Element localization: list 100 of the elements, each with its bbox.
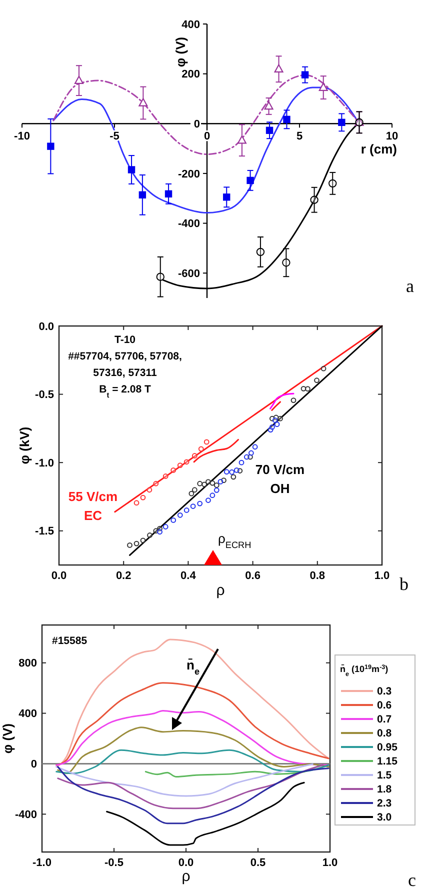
y-tick-label: -0.5 (35, 389, 54, 402)
x-tick-label: 0.5 (250, 857, 266, 869)
point (162, 524, 168, 530)
point (153, 480, 159, 486)
point (192, 487, 198, 493)
point (190, 504, 196, 509)
y-tick-label: -1.0 (35, 457, 54, 470)
point (234, 468, 240, 473)
point (310, 196, 318, 204)
legend-label: 2.3 (377, 798, 392, 810)
point (146, 487, 152, 493)
legend-label: 0.6 (377, 700, 392, 712)
legend-label: 0.8 (377, 728, 392, 740)
legend-label: 1.15 (377, 756, 398, 768)
point (197, 500, 203, 506)
text: c (408, 870, 416, 890)
point (290, 398, 296, 403)
x-tick-label: 0.4 (180, 570, 197, 582)
x-tick-label: 5 (296, 130, 303, 143)
annotation: EC (84, 508, 103, 523)
legend-label: 3.0 (377, 812, 392, 824)
point (197, 480, 203, 486)
point (320, 366, 326, 372)
point (138, 191, 146, 198)
y-tick-label: 0.0 (38, 320, 54, 333)
legend-label: 1.8 (377, 784, 392, 796)
y-tick-label: -600 (178, 268, 200, 280)
annotation: n̄$_{e}$ (186, 658, 200, 677)
point (269, 424, 275, 430)
x-axis-title: ρ (216, 582, 225, 599)
point (147, 532, 152, 538)
y-axis-title: φ (V) (173, 36, 188, 68)
point (184, 508, 190, 513)
text: a (406, 276, 414, 296)
x-tick-label: -10 (14, 130, 30, 143)
point (230, 474, 236, 480)
x-tick-label: 10 (386, 130, 398, 143)
line-series (106, 782, 305, 846)
point (210, 492, 216, 498)
point (170, 518, 176, 523)
point (266, 126, 274, 134)
line-series (56, 710, 330, 766)
y-tick-label: 400 (18, 708, 37, 720)
point (134, 500, 140, 506)
point (244, 454, 250, 460)
x-tick-label: 0.0 (51, 570, 67, 582)
point (206, 498, 211, 503)
point (127, 542, 132, 548)
line-series (57, 764, 324, 810)
point (237, 135, 246, 144)
annotation: T-10 (114, 334, 136, 346)
point (170, 468, 176, 473)
y-tick-label: -1.5 (35, 526, 54, 538)
point (156, 272, 164, 281)
annotation: 70 V/cm (255, 462, 305, 477)
point (314, 378, 320, 384)
point (138, 98, 148, 106)
line-series (144, 764, 321, 778)
point (162, 474, 168, 479)
point (252, 444, 258, 450)
annotation: ρ$_{ECRH}$ (218, 531, 252, 550)
line-series (56, 682, 330, 766)
x-axis-title: ρ (182, 868, 190, 885)
line-series (57, 766, 330, 824)
point (223, 194, 230, 201)
point (272, 418, 278, 423)
y-tick-label: -400 (14, 809, 37, 822)
point (256, 248, 265, 256)
x-tick-label: 1.0 (374, 570, 390, 582)
point (177, 512, 183, 518)
point (274, 422, 280, 428)
legend-label: 0.7 (377, 714, 392, 726)
y-axis-title: φ (V) (0, 723, 15, 754)
line-series (269, 392, 294, 410)
point (210, 480, 216, 486)
point (157, 529, 162, 535)
point (202, 482, 208, 488)
point (278, 416, 283, 422)
point (214, 487, 220, 493)
point (328, 179, 337, 188)
x-tick-label: 0.8 (310, 570, 326, 582)
y-tick-label: 0 (194, 118, 200, 130)
x-tick-label: -0.5 (104, 857, 124, 869)
point (206, 479, 211, 485)
y-axis-title: φ (kV) (17, 426, 32, 464)
line-series (56, 763, 314, 797)
y-tick-label: -400 (178, 218, 200, 230)
point (318, 82, 328, 91)
point (274, 64, 284, 73)
point (184, 459, 190, 465)
point (218, 478, 224, 484)
point (74, 76, 84, 84)
y-tick-label: 400 (182, 18, 200, 31)
point (177, 462, 183, 468)
point (140, 494, 146, 500)
point (188, 490, 194, 496)
point (214, 482, 220, 488)
point (224, 469, 230, 475)
point (140, 538, 146, 544)
point (128, 166, 136, 174)
